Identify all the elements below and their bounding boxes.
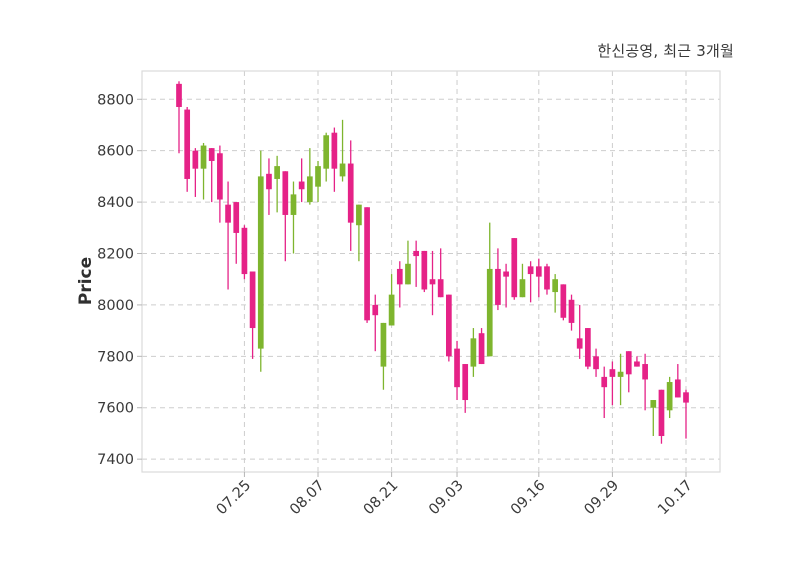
x-tick-label: 09.29: [582, 478, 623, 519]
candle-body: [413, 250, 419, 257]
candle-body: [315, 166, 321, 187]
candle-body: [192, 150, 199, 169]
candle-body: [658, 389, 665, 437]
candle-body: [437, 279, 444, 298]
candle-body: [666, 382, 673, 411]
candle-body: [298, 181, 305, 190]
candle-body: [347, 163, 354, 223]
candle-body: [217, 153, 223, 200]
x-tick-label: 09.03: [426, 478, 467, 519]
y-tick-label: 7600: [97, 401, 134, 417]
candle-body: [290, 194, 297, 215]
candle-body: [568, 299, 575, 323]
candle-body: [184, 109, 191, 179]
candle-body: [396, 268, 403, 285]
y-tick-label: 7400: [97, 452, 134, 468]
candle-body: [380, 322, 387, 367]
candle-body: [576, 338, 583, 349]
candle-body: [560, 284, 567, 318]
x-tick-label: 10.17: [655, 478, 696, 519]
x-tick-label: 07.25: [214, 478, 255, 519]
candle-body: [609, 369, 616, 377]
candle-body: [446, 294, 452, 357]
y-tick-label: 7800: [97, 349, 134, 365]
candle-body: [356, 204, 362, 226]
candle-body: [470, 338, 477, 367]
candle-body: [683, 392, 689, 403]
candle-body: [372, 304, 379, 316]
candle-body: [625, 351, 632, 375]
candle-body: [323, 135, 330, 169]
candle-body: [429, 279, 436, 285]
y-tick-label: 8400: [97, 195, 134, 211]
candle-body: [405, 263, 411, 285]
x-tick-label: 08.21: [361, 478, 402, 519]
y-tick-label: 8800: [97, 92, 134, 108]
candle-body: [601, 376, 608, 388]
candle-body: [421, 250, 428, 290]
candle-body: [208, 148, 215, 161]
candle-body: [511, 238, 518, 298]
candle-body: [241, 227, 248, 275]
candle-body: [364, 207, 370, 321]
candle-body: [200, 145, 207, 169]
candle-body: [593, 356, 599, 370]
candle-body: [535, 266, 542, 277]
candle-body: [249, 271, 256, 329]
candle-body: [454, 348, 460, 388]
candle-body: [486, 268, 493, 357]
candle-body: [274, 166, 280, 179]
candle-body: [176, 83, 182, 107]
y-tick-label: 8600: [97, 144, 134, 160]
x-tick-label: 08.07: [287, 478, 328, 519]
plot-border: [141, 70, 721, 473]
candle-body: [462, 364, 469, 401]
candle-body: [650, 400, 657, 408]
candle-body: [527, 266, 534, 275]
candle-body: [642, 364, 648, 380]
candle-body: [503, 271, 509, 277]
y-tick-label: 8000: [97, 298, 134, 314]
candle-body: [544, 266, 550, 290]
chart-title: 한신공영, 최근 3개월: [597, 42, 734, 60]
candle-body: [617, 371, 624, 377]
candle-body: [388, 294, 395, 326]
candle-body: [478, 333, 485, 365]
candle-body: [552, 279, 559, 293]
candle-body: [266, 173, 272, 190]
candle-body: [233, 202, 240, 233]
candle-body: [585, 328, 591, 367]
candle-body: [282, 171, 289, 215]
candle-body: [257, 176, 264, 349]
y-tick-label: 8200: [97, 247, 134, 263]
candle-body: [339, 163, 346, 177]
candle-body: [674, 379, 681, 398]
candle-body: [519, 279, 526, 298]
candle-body: [225, 204, 231, 223]
candle-body: [495, 268, 501, 305]
candle-body: [331, 132, 338, 169]
candle-body: [634, 361, 640, 367]
candle-body: [306, 176, 313, 203]
x-tick-label: 09.16: [508, 478, 549, 519]
